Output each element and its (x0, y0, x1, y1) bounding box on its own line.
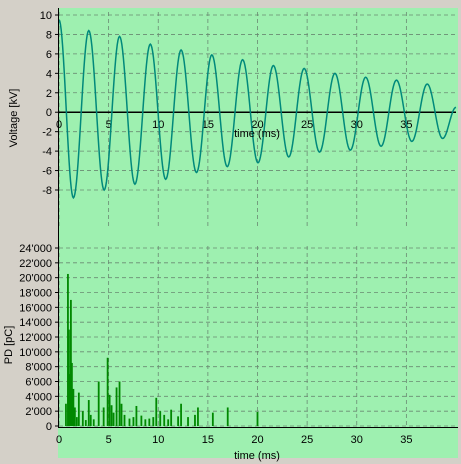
pd-bar (81, 411, 84, 426)
voltage-x-tick-label: 25 (301, 119, 313, 131)
pd-bar (256, 411, 259, 426)
pd-bar (226, 407, 229, 426)
pd-y-tick-label: 2'000 (25, 406, 52, 418)
pd-y-tick-label: 0 (46, 421, 52, 433)
pd-bar (197, 407, 199, 426)
pd-bar (112, 412, 115, 426)
pd-bar (115, 387, 118, 426)
voltage-x-tick-label: 5 (106, 119, 112, 131)
pd-bar (72, 388, 75, 426)
pd-bar (70, 299, 72, 426)
pd-bar (140, 415, 143, 426)
pd-bar (163, 414, 166, 426)
pd-bar (73, 407, 76, 426)
pd-x-tick-label: 35 (400, 434, 412, 446)
pd-y-tick-label: 20'000 (19, 273, 52, 285)
pd-bar (69, 374, 71, 426)
pd-bar (148, 418, 151, 426)
pd-bar (92, 419, 95, 426)
voltage-y-tick-label: 4 (46, 68, 52, 80)
pd-bar (155, 397, 158, 426)
pd-y-tick-label: 10'000 (19, 347, 52, 359)
pd-bar (65, 403, 67, 426)
voltage-y-tick-label: 10 (40, 10, 52, 22)
voltage-y-tick-labels: 10 8 6 4 2 0 -2 -4 -6 -8 (40, 10, 52, 197)
pd-x-tick-label: 5 (106, 434, 112, 446)
pd-bar (84, 420, 87, 426)
pd-bar (110, 405, 113, 426)
pd-x-axis-label: time (ms) (234, 450, 280, 462)
pd-bar (77, 392, 80, 426)
pd-bar (180, 403, 182, 426)
voltage-y-tick-label: -4 (42, 146, 52, 158)
pd-x-tick-label: 0 (56, 434, 62, 446)
voltage-y-tick-label: 8 (46, 29, 52, 41)
pd-x-tick-label: 20 (251, 434, 263, 446)
pd-bars (65, 273, 259, 426)
pd-bar (123, 414, 126, 426)
pd-y-tick-label: 4'000 (25, 391, 52, 403)
pd-y-tick-label: 24'000 (19, 243, 52, 255)
pd-bar (89, 414, 92, 426)
pd-bar (106, 357, 109, 426)
pd-chart: 0 2'000 4'000 6'000 8'000 10'000 12'000 14'000 1… (3, 243, 456, 462)
pd-bar (102, 407, 105, 426)
pd-bar (97, 381, 100, 426)
voltage-x-tick-label: 20 (251, 119, 263, 131)
pd-bar (128, 418, 131, 426)
pd-bar (177, 416, 179, 426)
pd-bar (71, 362, 73, 426)
pd-bar (159, 411, 162, 426)
pd-bar (120, 403, 123, 426)
pd-bar (87, 400, 90, 426)
pd-y-tick-labels: 0 2'000 4'000 6'000 8'000 10'000 12'000 14'000 1… (19, 243, 52, 433)
pd-x-tick-label: 15 (202, 434, 214, 446)
voltage-y-axis-label: Voltage [kV] (8, 89, 20, 148)
voltage-y-tick-label: 6 (46, 49, 52, 61)
voltage-series-line (58, 19, 457, 200)
pd-bar (152, 417, 155, 426)
pd-y-tick-label: 8'000 (25, 362, 52, 374)
pd-y-tick-label: 22'000 (19, 258, 52, 270)
pd-x-tick-labels: 0 5 10 15 20 25 30 35 (56, 434, 413, 446)
pd-y-tick-label: 14'000 (19, 317, 52, 329)
voltage-y-tick-label: -6 (42, 166, 52, 178)
voltage-y-tick-label: 2 (46, 88, 52, 100)
pd-x-tick-label: 30 (351, 434, 363, 446)
pd-y-tick-label: 16'000 (19, 302, 52, 314)
pd-y-tick-label: 12'000 (19, 332, 52, 344)
pd-y-tick-label: 18'000 (19, 288, 52, 300)
pd-bar (68, 329, 70, 426)
voltage-y-tick-label: -8 (42, 185, 52, 197)
pd-bar (144, 419, 147, 426)
voltage-y-tick-label: 0 (46, 107, 52, 119)
pd-bar (108, 394, 111, 426)
voltage-y-tick-label: -2 (42, 127, 52, 139)
pd-y-tick-label: 6'000 (25, 377, 52, 389)
pd-bar (211, 412, 214, 426)
pd-y-axis-label: PD [pC] (3, 326, 15, 365)
pd-bar (167, 419, 170, 426)
pd-bar (67, 273, 69, 426)
voltage-x-tick-label: 15 (202, 119, 214, 131)
pd-bar (135, 405, 138, 426)
pd-bar (118, 381, 121, 426)
voltage-x-axis-label: time (ms) (234, 128, 280, 140)
pd-x-tick-label: 10 (152, 434, 164, 446)
pd-bar (170, 409, 173, 426)
pd-bar (194, 414, 196, 426)
pd-x-tick-label: 25 (301, 434, 313, 446)
pd-bar (187, 417, 189, 426)
pd-bar (132, 417, 135, 426)
pd-bar (75, 417, 78, 426)
plot-background (58, 8, 458, 458)
